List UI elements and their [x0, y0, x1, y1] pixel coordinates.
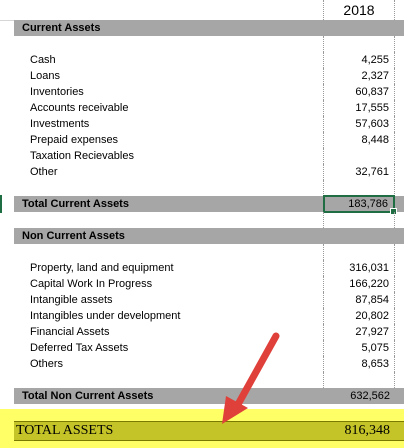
- blank-row[interactable]: [0, 372, 404, 388]
- row-label: Capital Work In Progress: [30, 278, 153, 290]
- row-value: 166,220: [349, 278, 389, 290]
- row-label: Taxation Recievables: [30, 150, 134, 162]
- total-label: Total Current Assets: [22, 198, 129, 210]
- blank-row[interactable]: [0, 36, 404, 52]
- row-value: 2,327: [361, 70, 389, 82]
- row-label: Investments: [30, 118, 90, 130]
- table-row-intangibles-under-development[interactable]: Intangibles under development 20,802: [0, 308, 404, 324]
- table-row-inventories[interactable]: Inventories 60,837: [0, 84, 404, 100]
- row-label: Intangibles under development: [30, 310, 181, 322]
- section-title: Non Current Assets: [22, 230, 125, 242]
- table-row-cash[interactable]: Cash 4,255: [0, 52, 404, 68]
- row-label: Property, land and equipment: [30, 262, 174, 274]
- row-label: Other: [30, 166, 58, 178]
- total-label: Total Non Current Assets: [22, 390, 154, 402]
- blank-row[interactable]: [0, 244, 404, 260]
- row-selection-marker: [0, 195, 2, 213]
- table-row-deferred-tax-assets[interactable]: Deferred Tax Assets 5,075: [0, 340, 404, 356]
- fill-handle[interactable]: [390, 208, 397, 215]
- table-row-loans[interactable]: Loans 2,327: [0, 68, 404, 84]
- blank-row[interactable]: [0, 212, 404, 228]
- row-value: 57,603: [355, 118, 389, 130]
- row-label: Financial Assets: [30, 326, 110, 338]
- blank-row[interactable]: [0, 180, 404, 196]
- row-value: 87,854: [355, 294, 389, 306]
- row-value: 5,075: [361, 342, 389, 354]
- row-label: Cash: [30, 54, 56, 66]
- table-row-cwip[interactable]: Capital Work In Progress 166,220: [0, 276, 404, 292]
- total-value: 632,562: [350, 390, 390, 402]
- table-row-financial-assets[interactable]: Financial Assets 27,927: [0, 324, 404, 340]
- row-label: Intangible assets: [30, 294, 113, 306]
- row-value: 32,761: [355, 166, 389, 178]
- section-header-current-assets[interactable]: Current Assets: [14, 20, 404, 36]
- table-row-others[interactable]: Others 8,653: [0, 356, 404, 372]
- row-label: Prepaid expenses: [30, 134, 119, 146]
- section-title: Current Assets: [22, 22, 101, 34]
- grand-total-label: TOTAL ASSETS: [16, 423, 114, 438]
- row-value: 4,255: [361, 54, 389, 66]
- row-label: Deferred Tax Assets: [30, 342, 129, 354]
- row-value: 316,031: [349, 262, 389, 274]
- table-row-other[interactable]: Other 32,761: [0, 164, 404, 180]
- table-row-accounts-receivable[interactable]: Accounts receivable 17,555: [0, 100, 404, 116]
- row-label: Inventories: [30, 86, 84, 98]
- row-value: 8,653: [361, 358, 389, 370]
- table-row-investments[interactable]: Investments 57,603: [0, 116, 404, 132]
- table-row-property[interactable]: Property, land and equipment 316,031: [0, 260, 404, 276]
- grand-total-value: 816,348: [344, 423, 391, 438]
- year-header[interactable]: 2018: [323, 0, 395, 20]
- row-value: 20,802: [355, 310, 389, 322]
- total-value: 183,786: [348, 198, 388, 210]
- section-header-non-current-assets[interactable]: Non Current Assets: [14, 228, 404, 244]
- total-assets-row[interactable]: TOTAL ASSETS 816,348: [14, 421, 404, 441]
- table-row-intangible-assets[interactable]: Intangible assets 87,854: [0, 292, 404, 308]
- row-label: Accounts receivable: [30, 102, 129, 114]
- row-value: 60,837: [355, 86, 389, 98]
- row-value: 27,927: [355, 326, 389, 338]
- table-row-prepaid-expenses[interactable]: Prepaid expenses 8,448: [0, 132, 404, 148]
- row-value: 17,555: [355, 102, 389, 114]
- row-label: Others: [30, 358, 64, 370]
- total-current-assets-row[interactable]: Total Current Assets: [14, 196, 404, 212]
- row-value: 8,448: [361, 134, 389, 146]
- total-non-current-assets-row[interactable]: Total Non Current Assets 632,562: [14, 388, 404, 404]
- row-label: Loans: [30, 70, 60, 82]
- table-row-taxation-receivables[interactable]: Taxation Recievables: [0, 148, 404, 164]
- selected-cell[interactable]: 183,786: [323, 195, 397, 215]
